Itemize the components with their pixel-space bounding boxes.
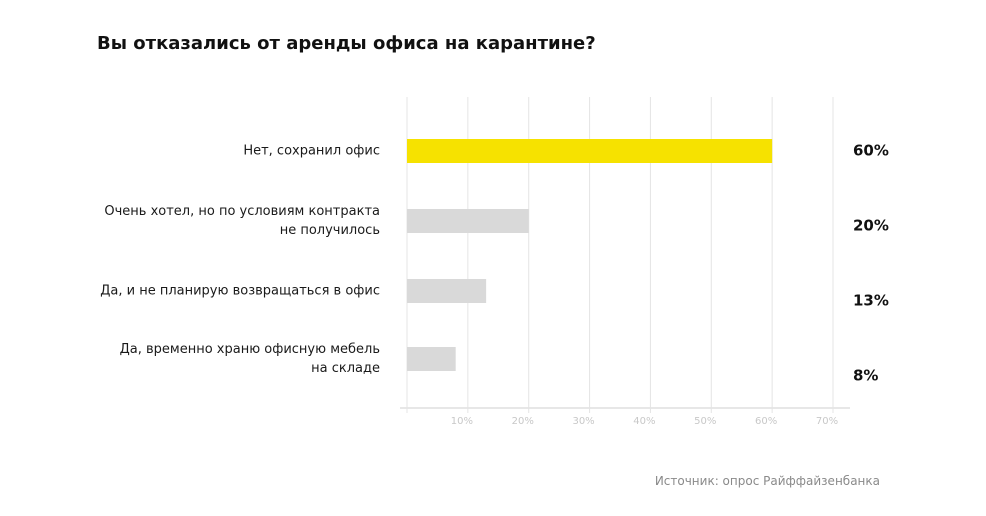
bar (407, 347, 456, 371)
category-label: Да, и не планирую возвращаться в офис (100, 283, 380, 299)
x-tick-label: 50% (694, 416, 716, 427)
category-label: Да, временно храню офисную мебель на скл… (119, 342, 380, 376)
source: Источник: опрос Райффайзенбанка (654, 474, 880, 488)
x-tick-label: 10% (451, 416, 473, 427)
x-tick-label: 30% (572, 416, 594, 427)
chart-title: Вы отказались от аренды офиса на каранти… (97, 33, 596, 54)
value-label: 20% (853, 217, 889, 235)
x-tick-label: 70% (816, 416, 838, 427)
value-label: 13% (853, 292, 889, 310)
value-label: 60% (853, 142, 889, 160)
bar (407, 279, 487, 303)
bar (407, 139, 773, 163)
x-tick-label: 40% (633, 416, 655, 427)
value-label: 8% (853, 367, 878, 385)
bar (407, 209, 529, 233)
x-tick-label: 60% (755, 416, 777, 427)
x-tick-label: 20% (512, 416, 534, 427)
category-label: Нет, сохранил офис (243, 143, 380, 159)
category-label: Очень хотел, но по условиям контракта не… (104, 204, 380, 238)
